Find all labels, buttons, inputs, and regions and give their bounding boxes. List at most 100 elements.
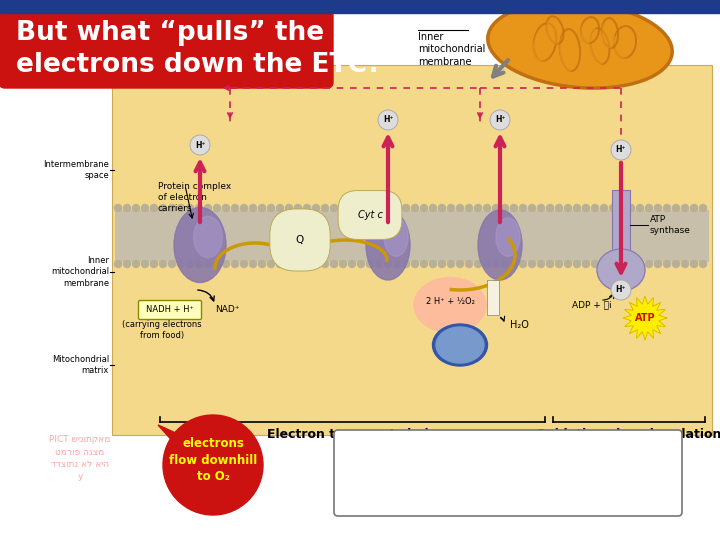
Circle shape <box>214 260 220 267</box>
Circle shape <box>304 260 310 267</box>
Circle shape <box>502 205 508 212</box>
Circle shape <box>186 205 194 212</box>
Circle shape <box>420 260 428 267</box>
Circle shape <box>358 260 364 267</box>
Circle shape <box>492 205 500 212</box>
Circle shape <box>484 205 490 212</box>
Bar <box>0 0 720 13</box>
Circle shape <box>546 205 554 212</box>
Ellipse shape <box>581 21 595 43</box>
Bar <box>487 280 499 315</box>
Circle shape <box>348 260 356 267</box>
Circle shape <box>448 205 454 212</box>
Circle shape <box>232 260 238 267</box>
Circle shape <box>258 260 266 267</box>
Circle shape <box>384 205 392 212</box>
Circle shape <box>538 260 544 267</box>
Ellipse shape <box>414 278 486 333</box>
Circle shape <box>690 260 698 267</box>
Ellipse shape <box>546 21 559 44</box>
Circle shape <box>304 205 310 212</box>
Circle shape <box>340 260 346 267</box>
Circle shape <box>592 205 598 212</box>
Text: H⁺: H⁺ <box>616 286 626 294</box>
Circle shape <box>611 280 631 300</box>
Ellipse shape <box>478 210 522 280</box>
Circle shape <box>376 205 382 212</box>
Circle shape <box>150 205 158 212</box>
Ellipse shape <box>560 33 576 71</box>
Circle shape <box>394 260 400 267</box>
Text: electrons
flow downhill
to O₂: electrons flow downhill to O₂ <box>169 437 257 483</box>
Text: 2 H⁺ + ½O₂: 2 H⁺ + ½O₂ <box>426 298 474 307</box>
Polygon shape <box>623 296 667 340</box>
Circle shape <box>258 205 266 212</box>
Text: H₂O: H₂O <box>510 320 529 330</box>
Circle shape <box>502 260 508 267</box>
Bar <box>612 190 630 260</box>
Ellipse shape <box>597 249 645 291</box>
Circle shape <box>160 260 166 267</box>
Circle shape <box>204 205 212 212</box>
Ellipse shape <box>487 2 672 88</box>
Ellipse shape <box>194 217 222 258</box>
Circle shape <box>510 260 518 267</box>
Circle shape <box>312 205 320 212</box>
Circle shape <box>438 205 446 212</box>
Circle shape <box>610 260 616 267</box>
Ellipse shape <box>366 210 410 280</box>
FancyBboxPatch shape <box>0 10 333 88</box>
Circle shape <box>384 260 392 267</box>
Circle shape <box>456 260 464 267</box>
Circle shape <box>484 260 490 267</box>
Circle shape <box>490 110 510 130</box>
Circle shape <box>510 205 518 212</box>
Bar <box>115 210 709 262</box>
Circle shape <box>448 260 454 267</box>
Ellipse shape <box>602 22 614 48</box>
Circle shape <box>232 205 238 212</box>
Text: NADH + H⁺: NADH + H⁺ <box>146 306 194 314</box>
Bar <box>112 65 712 435</box>
Circle shape <box>546 260 554 267</box>
Circle shape <box>330 205 338 212</box>
Circle shape <box>348 205 356 212</box>
Circle shape <box>700 260 706 267</box>
Circle shape <box>124 205 130 212</box>
Circle shape <box>214 205 220 212</box>
Text: PICT שינותקאמ: PICT שינותקאמ <box>49 435 111 444</box>
Text: ADP + Ⓟi: ADP + Ⓟi <box>572 300 611 309</box>
Circle shape <box>466 205 472 212</box>
Circle shape <box>340 205 346 212</box>
Circle shape <box>322 205 328 212</box>
Circle shape <box>240 205 248 212</box>
Polygon shape <box>158 425 191 447</box>
Circle shape <box>492 260 500 267</box>
Text: NAD⁺: NAD⁺ <box>215 306 240 314</box>
Text: Inner
mitochondrial
membrane: Inner mitochondrial membrane <box>418 32 485 67</box>
Circle shape <box>366 205 374 212</box>
Circle shape <box>250 260 256 267</box>
Circle shape <box>163 415 263 515</box>
Ellipse shape <box>174 207 226 282</box>
Circle shape <box>132 205 140 212</box>
Circle shape <box>312 260 320 267</box>
Circle shape <box>700 205 706 212</box>
FancyBboxPatch shape <box>334 430 682 516</box>
Circle shape <box>574 260 580 267</box>
Text: Protein complex
of electron
carriers: Protein complex of electron carriers <box>158 182 231 213</box>
Circle shape <box>430 260 436 267</box>
Circle shape <box>286 205 292 212</box>
Circle shape <box>654 260 662 267</box>
Circle shape <box>294 260 302 267</box>
Circle shape <box>150 260 158 267</box>
Text: Oxidative phosphorylation: Oxidative phosphorylation <box>536 428 720 441</box>
Circle shape <box>376 260 382 267</box>
Text: ATP: ATP <box>635 313 655 323</box>
Circle shape <box>160 205 166 212</box>
Circle shape <box>520 260 526 267</box>
Ellipse shape <box>436 327 484 363</box>
FancyBboxPatch shape <box>138 300 202 320</box>
Circle shape <box>412 260 418 267</box>
Circle shape <box>196 260 202 267</box>
